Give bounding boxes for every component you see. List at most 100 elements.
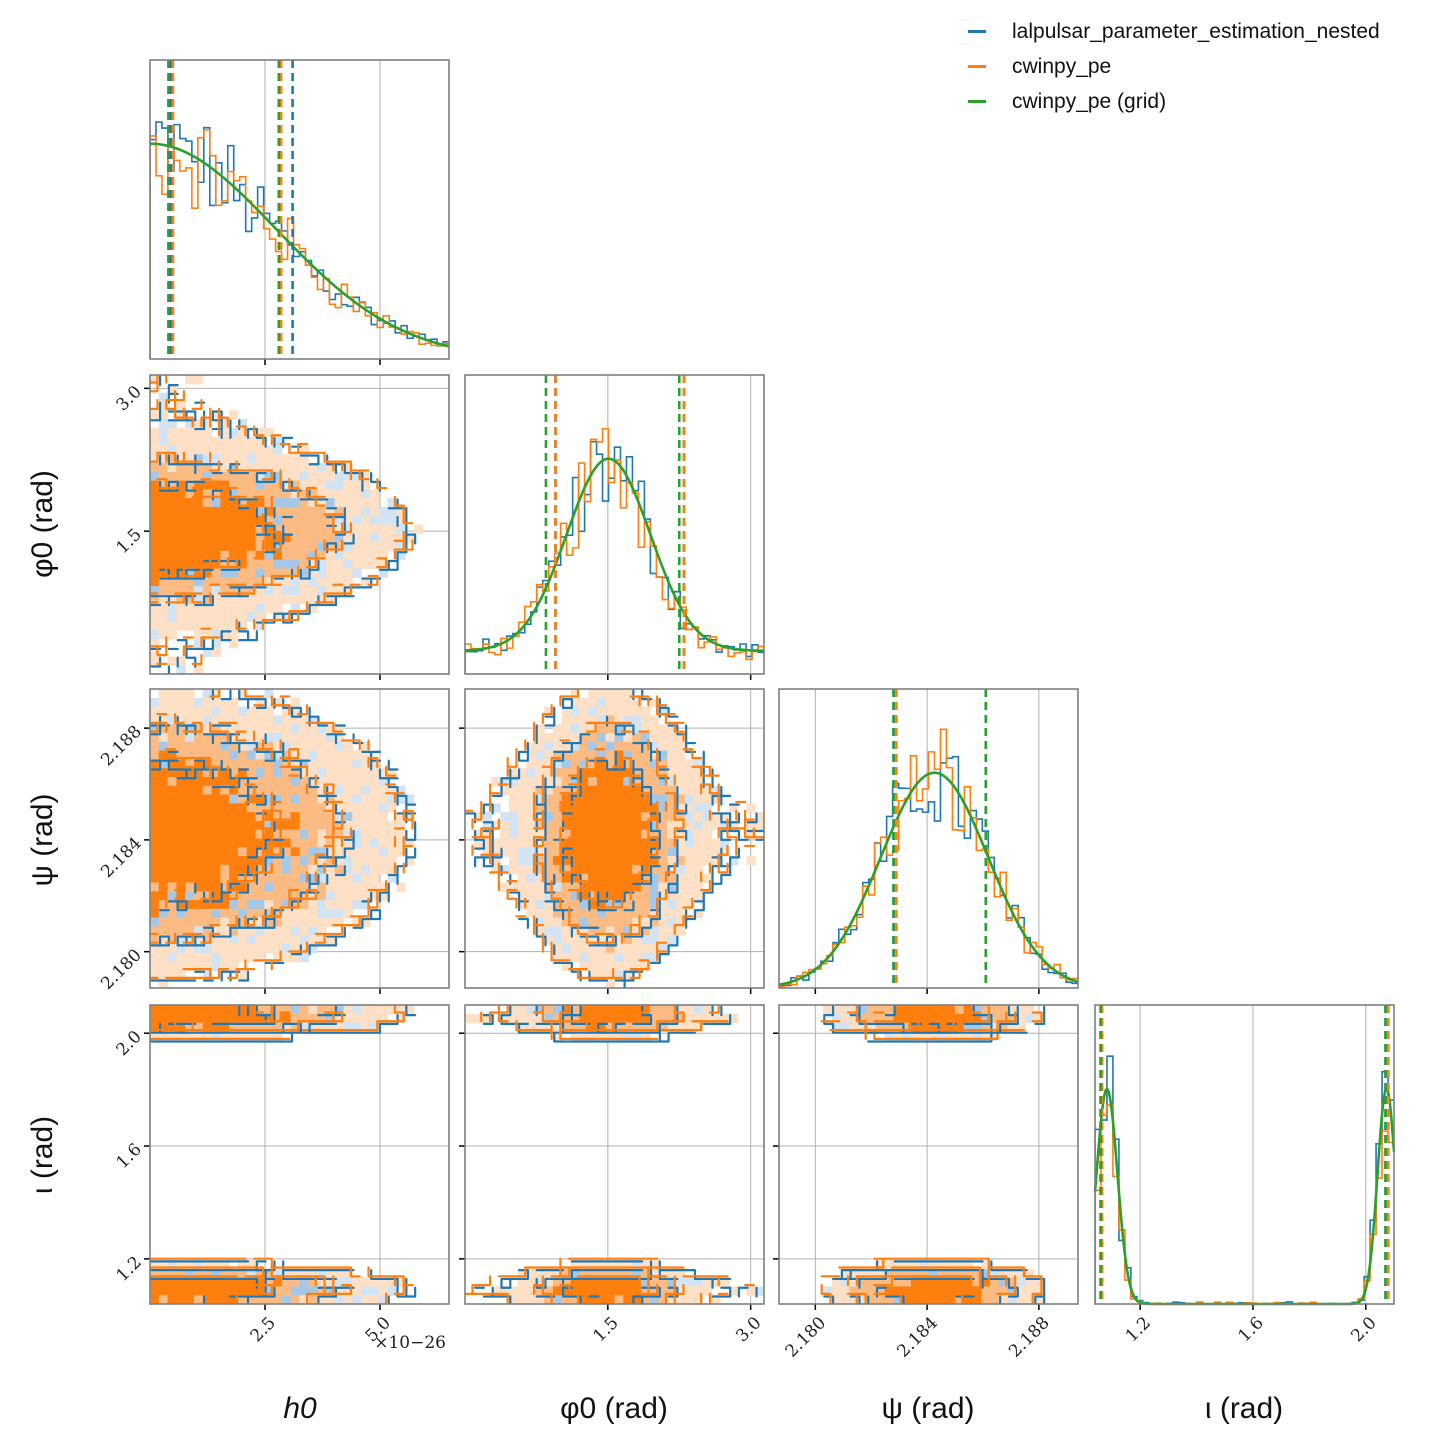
density-cell bbox=[517, 1295, 528, 1304]
density-cell bbox=[229, 750, 239, 760]
density-cell bbox=[264, 732, 274, 743]
density-cell bbox=[202, 498, 213, 508]
density-cell bbox=[255, 1295, 265, 1304]
density-cell bbox=[308, 741, 318, 752]
density-cell bbox=[290, 750, 301, 760]
density-cell bbox=[640, 900, 651, 910]
density-cell bbox=[185, 462, 195, 473]
density-cell bbox=[640, 935, 651, 945]
density-cell bbox=[317, 1295, 327, 1304]
density-cell bbox=[220, 1031, 230, 1041]
density-cell bbox=[202, 436, 213, 446]
density-cell bbox=[998, 1295, 1009, 1304]
density-cell bbox=[334, 847, 345, 857]
density-cell bbox=[273, 952, 283, 963]
density-cell bbox=[273, 724, 283, 734]
density-cell bbox=[614, 952, 624, 963]
density-cell bbox=[299, 586, 309, 596]
density-cell bbox=[281, 559, 292, 570]
density-cell bbox=[596, 759, 607, 769]
density-cell bbox=[185, 559, 195, 570]
density-cell bbox=[299, 812, 309, 822]
density-cell bbox=[325, 732, 336, 743]
density-cell bbox=[369, 489, 380, 499]
density-cell bbox=[343, 1022, 353, 1032]
density-cell bbox=[176, 665, 186, 674]
density-cell bbox=[317, 776, 327, 787]
density-cell bbox=[552, 776, 563, 787]
density-cell bbox=[343, 542, 353, 552]
density-cell bbox=[640, 952, 651, 963]
density-cell bbox=[202, 970, 213, 980]
density-cell bbox=[858, 1295, 868, 1304]
density-cell bbox=[317, 882, 327, 892]
density-cell bbox=[273, 838, 283, 848]
density-cell bbox=[963, 1286, 974, 1296]
density-cell bbox=[281, 506, 292, 517]
density-cell bbox=[910, 1286, 921, 1296]
density-cell bbox=[264, 603, 274, 614]
density-cell bbox=[667, 759, 677, 769]
density-cell bbox=[343, 812, 353, 822]
density-cell bbox=[378, 785, 389, 796]
density-cell bbox=[361, 803, 371, 813]
density-cell bbox=[632, 785, 642, 796]
density-cell bbox=[614, 1022, 624, 1032]
density-cell bbox=[369, 794, 380, 804]
density-cell bbox=[202, 759, 213, 769]
density-cell bbox=[623, 1260, 633, 1270]
density-cell bbox=[658, 1295, 668, 1304]
density-cell bbox=[552, 1286, 563, 1296]
contour-orange bbox=[820, 1011, 1043, 1304]
contour-blue bbox=[535, 1005, 679, 1298]
density-cell bbox=[588, 944, 598, 954]
density-cell bbox=[220, 550, 230, 561]
density-cell bbox=[290, 935, 301, 945]
density-cell bbox=[396, 1013, 406, 1024]
density-cell bbox=[614, 776, 624, 787]
density-cell bbox=[211, 908, 221, 919]
density-cell bbox=[167, 586, 177, 596]
contour-blue bbox=[150, 375, 417, 674]
density-cell bbox=[352, 812, 362, 822]
density-cell bbox=[535, 750, 545, 760]
density-cell bbox=[831, 1013, 842, 1024]
density-cell bbox=[220, 847, 230, 857]
density-cell bbox=[220, 961, 230, 972]
density-cell bbox=[176, 1260, 186, 1270]
density-cell bbox=[299, 480, 309, 490]
density-cell bbox=[954, 1013, 965, 1024]
density-cell bbox=[605, 785, 616, 796]
density-cell bbox=[570, 926, 580, 936]
density-cell bbox=[361, 542, 371, 552]
density-cell bbox=[910, 1295, 921, 1304]
density-cell bbox=[693, 908, 704, 919]
density-cell bbox=[702, 785, 712, 796]
density-cell bbox=[535, 900, 545, 910]
density-cell bbox=[167, 891, 177, 901]
density-cell bbox=[570, 715, 580, 725]
density-cell bbox=[150, 375, 160, 385]
density-cell bbox=[158, 630, 169, 640]
density-cell bbox=[246, 741, 257, 752]
density-cell bbox=[185, 436, 195, 446]
density-cell bbox=[185, 873, 195, 884]
density-cell bbox=[264, 1031, 274, 1041]
density-cell bbox=[614, 1031, 624, 1041]
density-cell bbox=[517, 856, 528, 866]
density-cell bbox=[325, 768, 336, 778]
density-cell bbox=[561, 935, 572, 945]
density-cell bbox=[193, 1031, 204, 1041]
density-cell bbox=[185, 847, 195, 857]
density-cell bbox=[176, 891, 186, 901]
density-cell bbox=[352, 550, 362, 561]
density-cell bbox=[702, 794, 712, 804]
density-cell bbox=[150, 812, 160, 822]
density-cell bbox=[237, 908, 248, 919]
density-cell bbox=[526, 1277, 536, 1288]
density-cell bbox=[711, 1295, 721, 1304]
density-cell bbox=[202, 768, 213, 778]
density-cell bbox=[369, 776, 380, 787]
density-cell bbox=[176, 1295, 186, 1304]
density-cell bbox=[211, 524, 221, 534]
